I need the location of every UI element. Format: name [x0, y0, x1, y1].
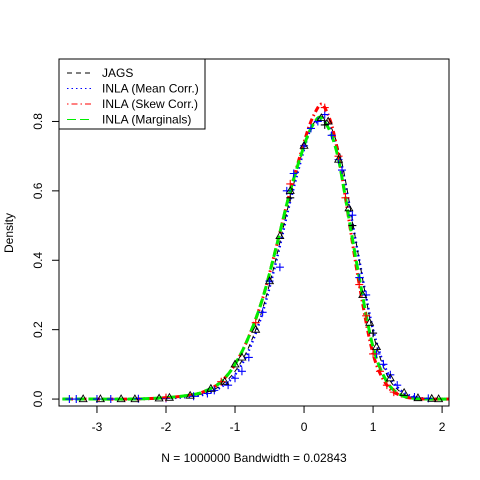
triangle-marker: [237, 352, 247, 361]
plus-marker: [355, 280, 364, 289]
triangle-marker: [371, 342, 382, 351]
y-axis-label: Density: [2, 213, 16, 253]
plus-marker: [362, 311, 371, 320]
triangle-marker: [413, 393, 423, 402]
triangle-marker: [365, 317, 375, 326]
legend-label-inla-mean-corr: INLA (Mean Corr.): [102, 82, 199, 96]
triangle-marker: [358, 290, 368, 299]
triangle-marker: [285, 185, 295, 194]
triangle-marker: [130, 394, 140, 403]
plus-marker: [375, 367, 384, 376]
legend-label-jags: JAGS: [102, 66, 133, 80]
plus-marker: [289, 169, 298, 178]
curves-layer: [62, 102, 450, 401]
series-line-inla-marginals: [62, 115, 450, 401]
y-axis: 0.0 0.2 0.4 0.6 0.8: [31, 113, 60, 407]
plus-marker: [65, 395, 74, 404]
triangle-marker: [333, 154, 344, 163]
plus-marker: [320, 103, 329, 112]
series-line-jags: [62, 116, 450, 400]
markers-layer: [65, 103, 444, 404]
triangle-marker: [434, 394, 444, 403]
plus-marker: [275, 263, 284, 272]
triangle-marker: [316, 113, 326, 122]
plus-marker: [258, 308, 267, 317]
plus-marker: [348, 221, 357, 230]
plus-marker: [369, 329, 378, 338]
y-tick-label: 0.8: [31, 113, 45, 130]
triangle-marker: [427, 393, 437, 402]
triangle-marker: [185, 390, 195, 399]
triangle-marker: [299, 140, 309, 149]
y-tick-label: 0.4: [31, 252, 45, 269]
triangle-marker: [116, 394, 126, 403]
plus-marker: [244, 353, 253, 362]
triangle-marker: [230, 359, 240, 368]
triangle-marker: [251, 324, 261, 333]
x-tick-label: 2: [439, 420, 446, 434]
triangle-marker: [264, 276, 275, 285]
plus-marker: [382, 381, 391, 390]
x-axis-label: N = 1000000 Bandwidth = 0.02843: [161, 451, 347, 465]
legend-label-inla-marginals: INLA (Marginals): [102, 113, 191, 127]
plus-marker: [224, 381, 233, 390]
triangle-marker: [220, 376, 230, 385]
triangle-marker: [78, 394, 88, 403]
plus-marker: [348, 211, 357, 220]
plus-marker: [237, 367, 246, 376]
x-tick-label: 1: [370, 420, 377, 434]
triangle-marker: [95, 394, 105, 403]
triangle-marker: [164, 392, 175, 401]
triangle-marker: [275, 231, 285, 240]
x-tick-label: -3: [92, 420, 103, 434]
y-tick-label: 0.0: [31, 390, 45, 407]
plus-marker: [313, 117, 322, 126]
triangle-marker: [154, 393, 164, 402]
y-tick-label: 0.6: [31, 182, 45, 199]
triangle-marker: [399, 387, 409, 396]
plus-marker: [379, 360, 388, 369]
plus-marker: [231, 374, 240, 383]
plus-marker: [355, 273, 364, 282]
legend-box: [58, 58, 206, 130]
x-tick-label: -1: [230, 420, 241, 434]
y-tick-label: 0.2: [31, 321, 45, 338]
plus-marker: [320, 120, 329, 129]
x-tick-label: 0: [301, 420, 308, 434]
triangle-marker: [323, 116, 333, 125]
plus-marker: [369, 349, 378, 358]
plus-marker: [189, 392, 198, 401]
plus-marker: [327, 131, 336, 140]
triangle-marker: [344, 203, 354, 212]
plus-marker: [389, 388, 398, 397]
plus-marker: [286, 193, 295, 202]
series-line-inla-mean-corr: [62, 119, 450, 401]
plus-marker: [338, 166, 347, 175]
triangle-marker: [206, 383, 216, 392]
plus-marker: [106, 395, 115, 404]
plus-marker: [393, 381, 402, 390]
x-tick-label: -2: [161, 420, 172, 434]
plus-marker: [341, 193, 350, 202]
plus-marker: [306, 124, 315, 133]
series-line-inla-skew-corr: [62, 102, 450, 401]
triangle-marker: [385, 373, 395, 382]
plus-marker: [72, 395, 81, 404]
legend-label-inla-skew-corr: INLA (Skew Corr.): [102, 97, 198, 111]
x-axis: -3 -2 -1 0 1 2: [92, 405, 446, 434]
legend: JAGS INLA (Mean Corr.)INLA (Skew Corr.) IN…: [58, 58, 206, 130]
